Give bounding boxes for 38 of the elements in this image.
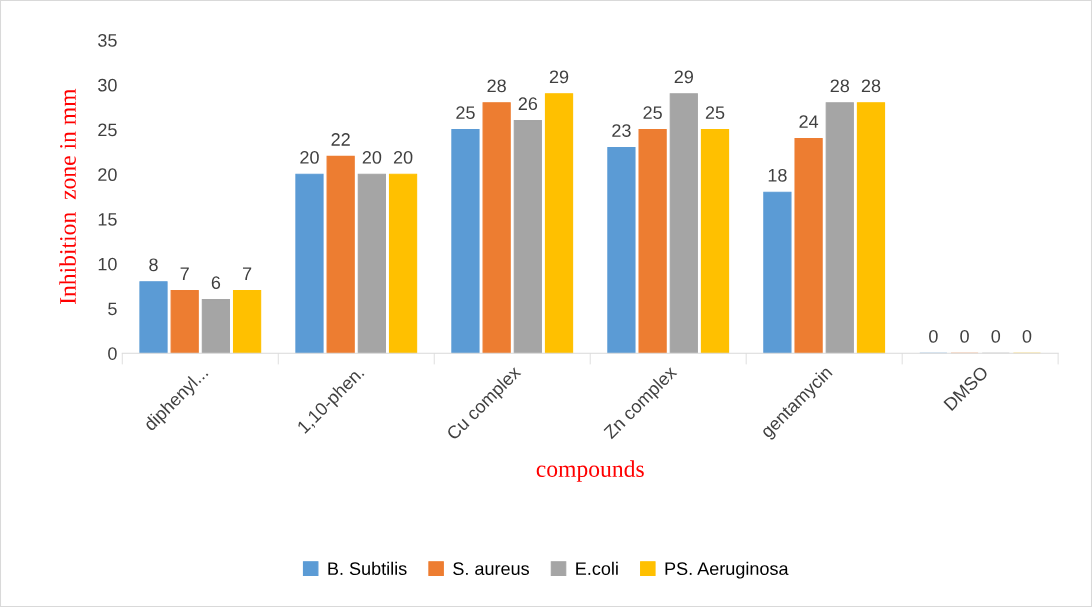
- data-label: 7: [242, 267, 252, 280]
- y-tick-label: 30: [98, 78, 117, 92]
- y-tick-label: 25: [98, 123, 117, 137]
- data-label: 0: [960, 329, 969, 343]
- data-label: 23: [612, 124, 631, 137]
- data-label: 7: [180, 267, 189, 280]
- data-label: 20: [300, 151, 319, 164]
- data-label: 28: [830, 79, 850, 93]
- data-label: 25: [456, 106, 475, 120]
- y-tick-label: 5: [108, 302, 117, 316]
- data-label: 0: [991, 329, 1001, 343]
- data-label: 18: [768, 168, 787, 182]
- data-label: 28: [861, 79, 881, 93]
- y-tick-label: 10: [98, 257, 117, 271]
- data-label: 0: [1022, 329, 1032, 343]
- legend-label: PS. Aeruginosa: [665, 561, 789, 579]
- y-tick-label: 35: [98, 34, 117, 47]
- y-axis-title: Inhibition zone in mm: [59, 88, 76, 305]
- data-label: 25: [705, 106, 725, 120]
- data-label: 20: [393, 151, 413, 164]
- x-axis-title: compounds: [536, 460, 644, 482]
- y-tick-label: 0: [108, 347, 117, 360]
- data-label: 6: [211, 276, 221, 290]
- data-label: 25: [643, 106, 662, 120]
- y-tick-label: 15: [98, 213, 117, 226]
- data-label: 28: [487, 79, 506, 93]
- data-label: 24: [799, 115, 819, 128]
- data-label: 29: [549, 70, 569, 84]
- data-label: 22: [331, 133, 350, 146]
- data-label: 26: [518, 97, 538, 111]
- data-label: 8: [149, 258, 158, 272]
- y-tick-label: 20: [98, 168, 117, 182]
- data-label: 0: [929, 329, 938, 343]
- legend-label: E.coli: [576, 561, 618, 576]
- data-label: 20: [362, 151, 382, 164]
- legend-label: S. aureus: [453, 562, 529, 576]
- data-label: 29: [674, 70, 693, 84]
- legend-label: B. Subtilis: [328, 561, 407, 576]
